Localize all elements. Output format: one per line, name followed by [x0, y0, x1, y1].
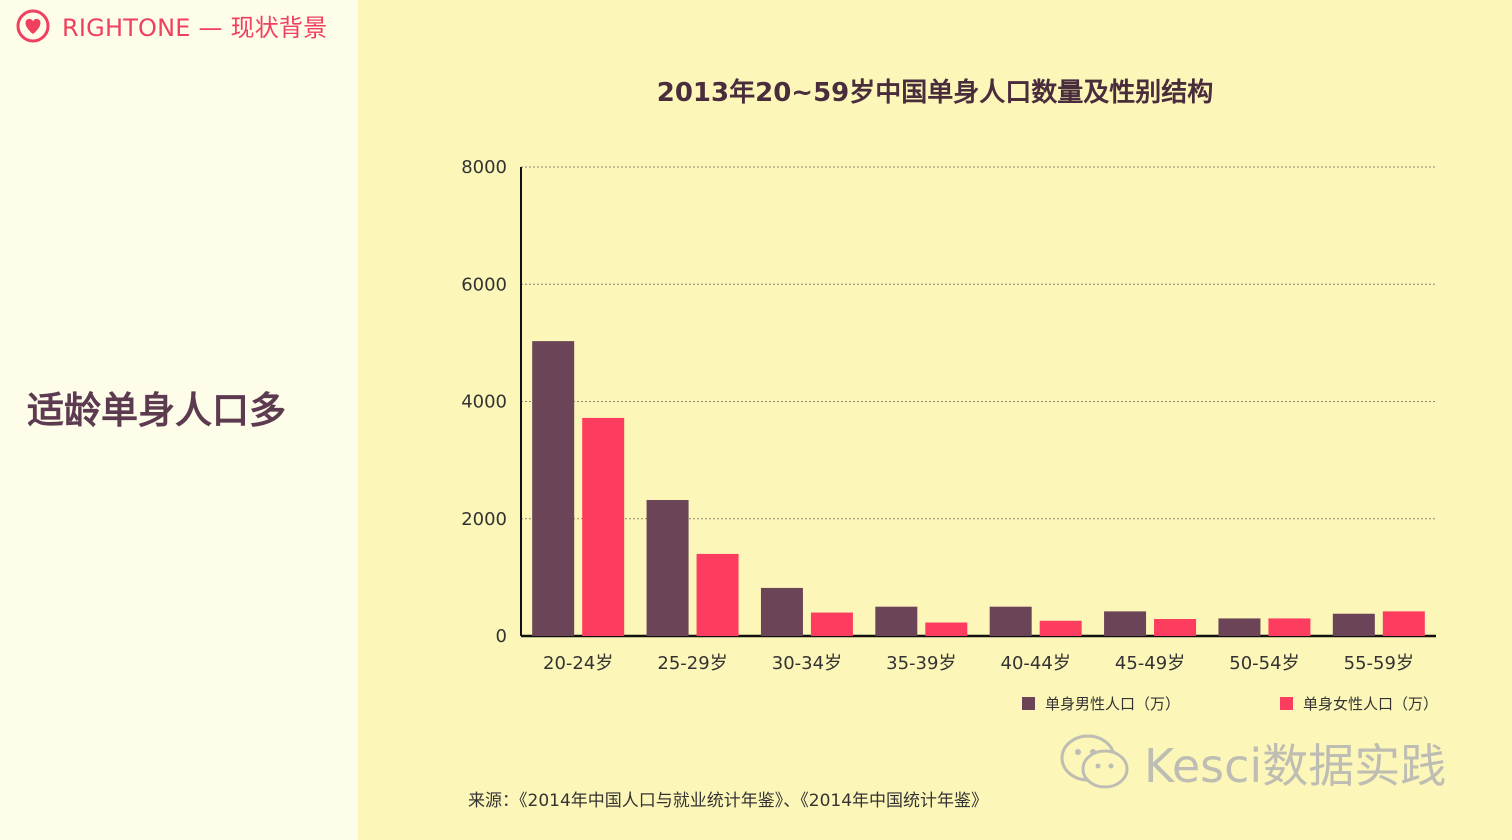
legend-label-female: 单身女性人口（万） [1303, 695, 1439, 713]
x-tick-label: 30-34岁 [772, 653, 842, 674]
bar-male [875, 606, 918, 636]
chart-title: 2013年20~59岁中国单身人口数量及性别结构 [656, 78, 1214, 108]
bar-female [1039, 620, 1082, 636]
x-tick-label: 25-29岁 [657, 653, 727, 674]
bar-male [760, 587, 803, 636]
y-tick-label: 6000 [461, 274, 507, 295]
legend-item-female: 单身女性人口（万） [1280, 693, 1438, 714]
bar-female [1154, 618, 1197, 636]
y-tick-label: 4000 [461, 392, 507, 413]
y-tick-label: 2000 [461, 509, 507, 530]
y-tick-label: 8000 [461, 157, 507, 178]
x-tick-label: 35-39岁 [886, 653, 956, 674]
y-tick-label: 0 [496, 626, 507, 647]
legend-label-male: 单身男性人口（万） [1045, 695, 1181, 713]
bar-female [1268, 618, 1311, 636]
bar-female [582, 417, 625, 636]
bar-male [1218, 618, 1261, 636]
x-tick-label: 50-54岁 [1229, 653, 1299, 674]
watermark-text: Kesci数据实践 [1144, 739, 1447, 793]
bar-female [925, 622, 968, 636]
x-tick-label: 40-44岁 [1001, 653, 1071, 674]
bar-female [696, 553, 739, 636]
wechat-icon [1060, 734, 1129, 789]
brand-title: RIGHTONE — 现状背景 [62, 14, 328, 42]
left-panel [0, 0, 358, 840]
x-tick-label: 45-49岁 [1115, 653, 1185, 674]
legend-swatch-female [1280, 697, 1293, 710]
bar-male [532, 341, 575, 636]
bar-male [646, 499, 689, 636]
section-heading: 适龄单身人口多 [27, 389, 286, 432]
bar-female [810, 612, 853, 636]
bar-male [1332, 613, 1375, 636]
legend-swatch-male [1022, 697, 1035, 710]
watermark: Kesci数据实践 [1058, 730, 1446, 796]
x-tick-label: 55-59岁 [1344, 653, 1414, 674]
legend-item-male: 单身男性人口（万） [1022, 693, 1180, 714]
source-note: 来源：《2014年中国人口与就业统计年鉴》、《2014年中国统计年鉴》 [468, 791, 989, 811]
bar-female [1382, 611, 1425, 636]
bar-male [1104, 611, 1147, 636]
bar-male [989, 606, 1032, 636]
brand-header: RIGHTONE — 现状背景 [16, 8, 327, 43]
heart-logo-icon [16, 9, 50, 42]
x-tick-label: 20-24岁 [543, 653, 613, 674]
